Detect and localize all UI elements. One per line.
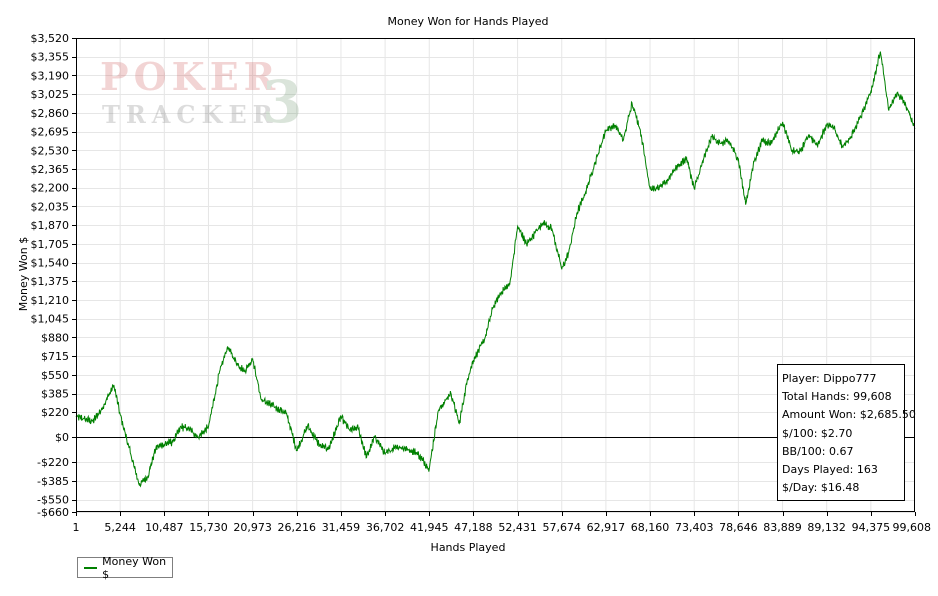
y-tick-label: $2,530 (31, 144, 70, 157)
y-tick-label: -$660 (37, 506, 69, 519)
x-tick-label: 73,403 (675, 521, 714, 534)
y-tick-label: -$550 (37, 494, 69, 507)
x-tick-label: 78,646 (719, 521, 758, 534)
plot-background (76, 38, 915, 512)
stat-player: Player: Dippo777 (782, 372, 877, 385)
x-tick-label: 47,188 (454, 521, 493, 534)
y-tick-label: $1,375 (31, 275, 70, 288)
y-tick-label: $0 (55, 431, 69, 444)
legend: Money Won $ (77, 554, 173, 581)
stat-bb-100: BB/100: 0.67 (782, 444, 854, 458)
x-tick-label: 15,730 (189, 521, 228, 534)
x-tick-label: 52,431 (498, 521, 537, 534)
axes (72, 38, 916, 516)
y-tick-label: -$385 (37, 475, 69, 488)
stat-days-played: Days Played: 163 (782, 463, 878, 477)
x-tick-label: 62,917 (587, 521, 626, 534)
x-axis-title: Hands Played (431, 541, 506, 554)
y-tick-label: $880 (41, 331, 69, 344)
plot-area (76, 38, 915, 512)
y-tick-label: $1,540 (31, 257, 70, 270)
x-tick-label: 20,973 (233, 521, 272, 534)
y-tick-label: $1,210 (31, 294, 70, 307)
y-tick-label: $1,045 (31, 313, 70, 326)
series-line (75, 51, 916, 488)
series-layer (75, 51, 916, 488)
stat-total-hands: Total Hands: 99,608 (782, 390, 892, 404)
x-tick-label: 68,160 (631, 521, 670, 534)
y-tick-label: $3,190 (31, 69, 70, 82)
x-tick-labels: 1 5,244 10,487 15,730 20,973 26,216 31,459 36,7… (73, 521, 932, 534)
stat-amount-won: Amount Won: $2,685.50 (782, 408, 916, 422)
y-tick-labels: -$660-$550 -$385 -$220 $0 $220 $385 $550 $715 $8… (31, 32, 70, 519)
y-tick-label: $1,870 (31, 219, 70, 232)
legend-label: Money Won $ (102, 554, 167, 581)
x-tick-label: 31,459 (322, 521, 361, 534)
y-tick-label: $220 (41, 406, 69, 419)
y-tick-label: $3,355 (31, 51, 70, 64)
y-tick-label: $2,365 (31, 163, 70, 176)
x-tick-label: 5,244 (104, 521, 136, 534)
y-tick-label: $2,860 (31, 107, 70, 120)
y-tick-label: $2,200 (31, 182, 70, 195)
y-axis-title: Money Won $ (17, 237, 30, 311)
y-tick-label: -$220 (37, 456, 69, 469)
y-tick-label: $3,520 (31, 32, 70, 45)
stats-box: Player: Dippo777 Total Hands: 99,608 Amo… (777, 364, 916, 501)
y-tick-label: $2,695 (31, 126, 70, 139)
x-tick-label: 41,945 (410, 521, 449, 534)
x-tick-label: 83,889 (763, 521, 802, 534)
x-tick-label: 26,216 (278, 521, 317, 534)
plot-border (76, 38, 915, 512)
legend-swatch (84, 566, 98, 569)
x-tick-label: 99,608 (893, 521, 932, 534)
x-tick-label: 1 (73, 521, 80, 534)
x-tick-label: 36,702 (366, 521, 405, 534)
y-tick-label: $2,035 (31, 200, 70, 213)
x-tick-label: 57,674 (542, 521, 581, 534)
y-tick-label: $550 (41, 369, 69, 382)
y-tick-label: $3,025 (31, 88, 70, 101)
y-tick-label: $385 (41, 388, 69, 401)
chart-title: Money Won for Hands Played (388, 15, 549, 28)
x-tick-label: 94,375 (852, 521, 891, 534)
x-tick-label: 89,132 (807, 521, 846, 534)
x-tick-label: 10,487 (145, 521, 184, 534)
y-tick-label: $715 (41, 350, 69, 363)
stat-per-100: $/100: $2.70 (782, 426, 853, 440)
y-tick-label: $1,705 (31, 238, 70, 251)
stat-per-day: $/Day: $16.48 (782, 481, 860, 495)
